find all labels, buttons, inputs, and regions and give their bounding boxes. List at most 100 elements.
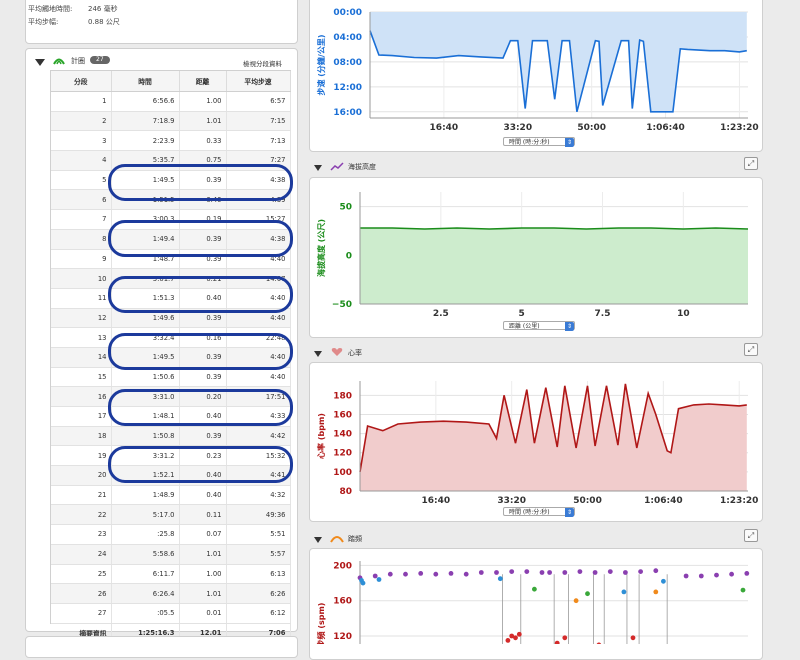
lap-number: 22 xyxy=(51,504,112,526)
data-point xyxy=(683,573,689,579)
y-tick-label: 12:00 xyxy=(333,83,362,93)
avg-contact-time: 平均觸地時間: 246 毫秒 xyxy=(28,4,118,14)
table-row[interactable]: 24 5:58.6 1.01 5:57 xyxy=(51,544,291,565)
lap-time: 1:51.3 xyxy=(111,288,180,309)
pace-xaxis-select[interactable]: 時間 (時:分:秒) ⇕ xyxy=(503,137,575,147)
table-row[interactable]: 14 1:49.5 0.39 4:40 xyxy=(51,347,291,368)
table-row[interactable]: 20 1:52.1 0.40 4:41 xyxy=(51,465,291,486)
table-row[interactable]: 19 3:31.2 0.23 15:32 xyxy=(51,445,291,467)
data-point xyxy=(433,571,439,577)
lap-time: :05.5 xyxy=(111,603,180,624)
lap-distance: 0.21 xyxy=(179,268,227,289)
lap-number: 5 xyxy=(51,170,112,191)
lap-number: 21 xyxy=(51,485,112,506)
lap-distance: 0.40 xyxy=(179,288,227,309)
data-point xyxy=(740,587,746,593)
table-row[interactable]: 25 6:11.7 1.00 6:13 xyxy=(51,564,291,585)
table-row[interactable]: 16 3:31.0 0.20 17:51 xyxy=(51,386,291,407)
table-row[interactable]: 7 3:00.3 0.19 15:27 xyxy=(51,209,291,230)
y-tick-label: 160 xyxy=(333,597,352,607)
lap-avg-pace: 5:57 xyxy=(226,544,291,565)
data-point xyxy=(376,577,382,582)
lap-distance: 0.33 xyxy=(179,130,227,152)
lap-avg-pace: 4:41 xyxy=(226,465,291,486)
lap-number: 7 xyxy=(51,209,112,230)
lap-distance: 0.75 xyxy=(179,150,227,171)
lap-distance: 0.39 xyxy=(179,426,227,447)
lap-time: 1:49.5 xyxy=(111,347,180,368)
data-point xyxy=(621,589,627,595)
table-row[interactable]: 13 3:32.4 0.16 22:48 xyxy=(51,327,291,348)
table-row[interactable]: 9 1:48.7 0.39 4:40 xyxy=(51,249,291,270)
col-avg-pace[interactable]: 平均步速 xyxy=(226,71,291,92)
y-tick-label: 50 xyxy=(339,203,352,213)
select-arrow-icon: ⇕ xyxy=(565,322,574,331)
hr-xaxis-select[interactable]: 時間 (時:分:秒) ⇕ xyxy=(503,507,575,517)
table-row[interactable]: 12 1:49.6 0.39 4:40 xyxy=(51,308,291,329)
lap-distance: 0.07 xyxy=(179,524,227,545)
elevation-xaxis-select[interactable]: 距離 (公里) ⇕ xyxy=(503,321,575,331)
lap-time: 1:48.9 xyxy=(111,485,180,506)
lap-distance: 0.40 xyxy=(179,485,227,506)
table-row[interactable]: 6 1:51.5 0.40 4:39 xyxy=(51,189,291,211)
table-row[interactable]: 23:25.8 0.07 5:51 xyxy=(51,524,291,545)
lap-time: 1:51.5 xyxy=(111,189,180,211)
hr-collapse-toggle[interactable] xyxy=(314,351,322,357)
table-row[interactable]: 18 1:50.8 0.39 4:42 xyxy=(51,426,291,447)
table-row[interactable]: 4 5:35.7 0.75 7:27 xyxy=(51,150,291,171)
table-row[interactable]: 8 1:49.4 0.39 4:38 xyxy=(51,229,291,250)
lap-distance: 0.11 xyxy=(179,504,227,526)
lap-time: 3:31.2 xyxy=(111,445,180,467)
col-lap[interactable]: 分段 xyxy=(51,71,112,92)
laps-table-container: 分段 時間 距離 平均步速 1 6:56.6 1.00 6:57 2 7:18.9 1.01… xyxy=(50,70,291,644)
lap-number: 27 xyxy=(51,603,112,624)
x-tick-label: 33:20 xyxy=(497,496,526,505)
table-row[interactable]: 15 1:50.6 0.39 4:40 xyxy=(51,367,291,388)
laps-collapse-toggle[interactable] xyxy=(35,59,45,66)
data-point xyxy=(509,633,515,639)
lap-distance: 0.39 xyxy=(179,347,227,368)
table-row[interactable]: 22 5:17.0 0.11 49:36 xyxy=(51,504,291,526)
lap-distance: 1.00 xyxy=(179,564,227,585)
lap-time: 6:56.6 xyxy=(111,91,180,112)
view-splits-link[interactable]: 檢視分段資料 xyxy=(243,60,282,68)
expand-icon[interactable]: ⤢ xyxy=(744,343,758,356)
pace-xaxis-select-value: 時間 (時:分:秒) xyxy=(509,139,550,146)
col-distance[interactable]: 距離 xyxy=(179,71,227,92)
data-point xyxy=(478,570,484,575)
laps-table: 分段 時間 距離 平均步速 1 6:56.6 1.00 6:57 2 7:18.9 1.01… xyxy=(51,71,291,644)
lap-number: 8 xyxy=(51,229,112,250)
table-row[interactable]: 5 1:49.5 0.39 4:38 xyxy=(51,170,291,191)
expand-icon[interactable]: ⤢ xyxy=(744,157,758,170)
col-time[interactable]: 時間 xyxy=(111,71,180,92)
elevation-collapse-toggle[interactable] xyxy=(314,165,322,171)
expand-icon[interactable]: ⤢ xyxy=(744,529,758,542)
lap-number: 10 xyxy=(51,268,112,289)
table-row[interactable]: 10 3:01.7 0.21 14:07 xyxy=(51,268,291,289)
avg-stride: 平均步幅: 0.88 公尺 xyxy=(28,17,120,27)
data-point xyxy=(661,578,666,584)
table-row[interactable]: 26 6:26.4 1.01 6:26 xyxy=(51,583,291,604)
lap-avg-pace: 22:48 xyxy=(226,327,291,348)
table-row[interactable]: 2 7:18.9 1.01 7:15 xyxy=(51,111,291,132)
lap-distance: 0.40 xyxy=(179,189,227,211)
data-point xyxy=(698,573,704,579)
lap-time: 1:52.1 xyxy=(111,465,180,486)
table-row[interactable]: 1 6:56.6 1.00 6:57 xyxy=(51,91,291,112)
lap-distance: 1.01 xyxy=(179,583,227,604)
data-point xyxy=(573,598,579,604)
y-axis-label: 心率 (bpm) xyxy=(316,413,326,459)
cadence-collapse-toggle[interactable] xyxy=(314,537,322,543)
table-row[interactable]: 11 1:51.3 0.40 4:40 xyxy=(51,288,291,309)
table-row[interactable]: 21 1:48.9 0.40 4:32 xyxy=(51,485,291,506)
lap-distance: 1.00 xyxy=(179,91,227,112)
table-row[interactable]: 3 2:23.9 0.33 7:13 xyxy=(51,130,291,152)
lap-avg-pace: 14:07 xyxy=(226,268,291,289)
table-row[interactable]: 27:05.5 0.01 6:12 xyxy=(51,603,291,624)
elevation-xaxis-select-value: 距離 (公里) xyxy=(509,323,540,330)
table-row[interactable]: 17 1:48.1 0.40 4:33 xyxy=(51,406,291,427)
x-tick-label: 16:40 xyxy=(422,496,451,505)
data-point xyxy=(403,571,408,577)
data-point xyxy=(513,635,518,641)
lap-avg-pace: 15:32 xyxy=(226,445,291,467)
